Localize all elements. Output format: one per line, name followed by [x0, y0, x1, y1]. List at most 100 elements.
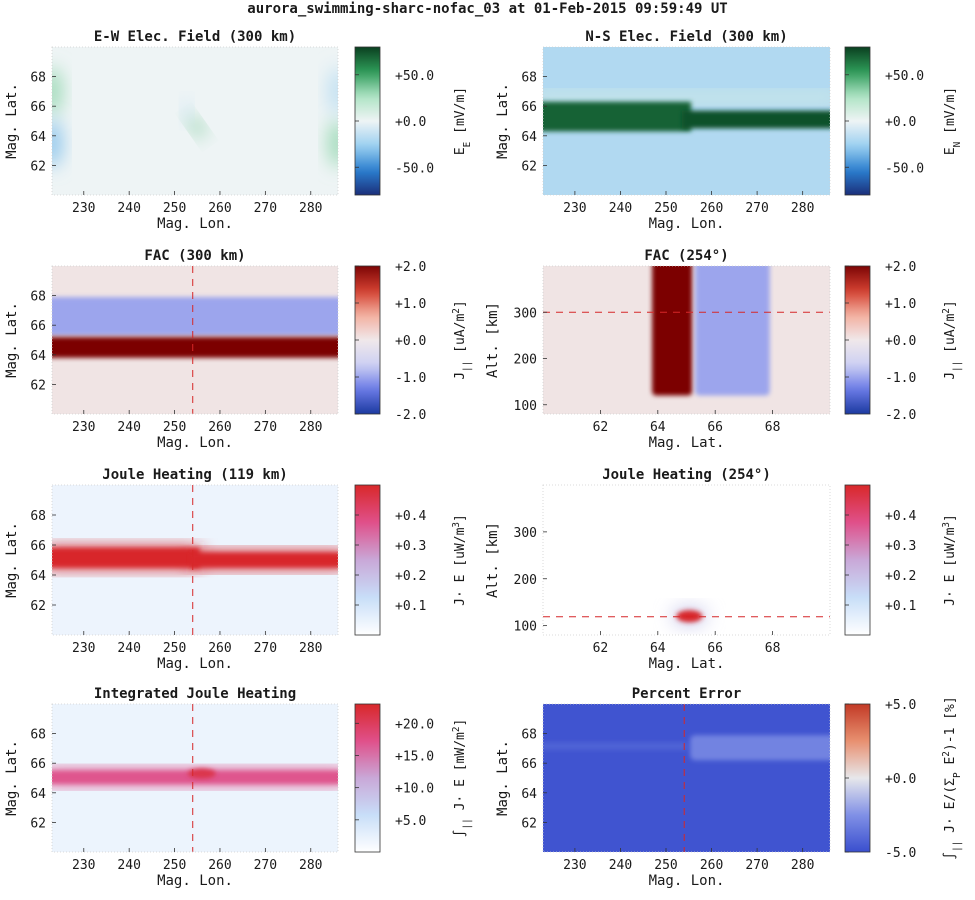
y-tick-label: 62 [30, 159, 46, 174]
x-tick-label: 280 [791, 858, 814, 873]
field-blob [182, 101, 191, 121]
y-tick-label: 62 [30, 599, 46, 614]
x-tick-label: 240 [117, 858, 140, 873]
x-tick-label: 230 [72, 420, 95, 435]
y-axis-label: Alt. [km] [485, 302, 501, 378]
colorbar-tick-label: +0.2 [885, 569, 916, 584]
colorbar-label-part: [uA/m [943, 314, 958, 361]
x-tick-label: 280 [299, 420, 322, 435]
x-tick-label: 260 [208, 858, 231, 873]
x-tick-label: 62 [593, 641, 609, 656]
heatmap [52, 704, 338, 852]
colorbar-label: ∫|| J· E/(ΣP E2)-1 [%] [941, 696, 963, 859]
colorbar-label-part: 2 [941, 308, 952, 314]
error-strip [543, 742, 687, 750]
colorbar-tick-label: +0.0 [885, 334, 916, 349]
colorbar-label-part: ∫ [942, 852, 958, 860]
x-tick-label: 240 [117, 641, 140, 656]
axes-frame [542, 46, 831, 196]
heatmap [52, 266, 338, 414]
y-tick-label: 62 [521, 816, 537, 831]
x-tick-label: 250 [163, 641, 186, 656]
x-tick-label: 230 [563, 201, 586, 216]
field-blob [328, 119, 338, 168]
panel-title: Percent Error [632, 686, 742, 702]
colorbar-label-part: )-1 [%] [943, 696, 958, 751]
x-tick-label: 230 [72, 641, 95, 656]
axes-frame [542, 703, 831, 853]
y-tick-label: 100 [514, 620, 537, 635]
x-tick-label: 230 [72, 201, 95, 216]
colorbar-label: J· E [uW/m3] [941, 514, 959, 606]
current-column [695, 266, 770, 396]
y-tick-label: 64 [521, 130, 537, 145]
colorbar-tick-label: +50.0 [395, 69, 434, 84]
x-tick-label: 230 [72, 858, 95, 873]
colorbar-label-part: 3 [941, 522, 952, 528]
y-tick-label: 64 [30, 130, 46, 145]
colorbar-label-part: J· E/(Σ [943, 778, 958, 841]
y-tick-label: 68 [30, 290, 46, 305]
colorbar-label: J|| [uA/m2] [941, 300, 963, 380]
colorbar-tick-label: -2.0 [395, 408, 426, 423]
colorbar-label-part: ] [453, 719, 468, 727]
field-blob [328, 67, 338, 116]
panel-title: N-S Elec. Field (300 km) [585, 29, 787, 45]
colorbar-tick-label: +2.0 [885, 260, 916, 275]
colorbar-tick-label: +0.4 [885, 509, 916, 524]
colorbar-tick-label: +5.0 [885, 698, 916, 713]
colorbar-label-part: E [453, 147, 468, 155]
x-tick-label: 62 [593, 420, 609, 435]
error-band [690, 735, 830, 761]
field-band [681, 110, 830, 129]
colorbar-label-part: 2 [451, 308, 462, 314]
colorbar-label: J|| [uA/m2] [451, 300, 473, 380]
x-tick-label: 250 [163, 420, 186, 435]
panel-joule-119: Joule Heating (119 km) 230 240 250 260 270 280… [4, 467, 468, 672]
axes-frame [51, 265, 339, 415]
colorbar [354, 484, 381, 636]
colorbar-label: J· E [uW/m3] [451, 514, 469, 606]
colorbar-label-part: || [462, 361, 473, 372]
colorbar-tick-label: +0.0 [885, 772, 916, 787]
x-tick-label: 68 [765, 641, 781, 656]
panel-title: Joule Heating (254°) [602, 467, 771, 483]
x-axis-label: Mag. Lat. [649, 435, 725, 451]
x-tick-label: 260 [208, 201, 231, 216]
x-tick-label: 240 [609, 201, 632, 216]
heatmap [543, 266, 830, 414]
y-tick-label: 66 [521, 757, 537, 772]
colorbar-label-part: || [952, 361, 963, 372]
panel-ns-efield: N-S Elec. Field (300 km) 230 240 250 260 270 2… [495, 29, 963, 232]
axes-frame [542, 484, 831, 636]
heatmap [52, 47, 338, 195]
x-tick-label: 240 [609, 858, 632, 873]
colorbar-tick-label: +0.1 [885, 599, 916, 614]
field-band [543, 92, 830, 102]
panel-ew-efield: E-W Elec. Field (300 km) 230 240 250 260 270 2… [4, 29, 473, 232]
x-tick-label: 280 [299, 201, 322, 216]
colorbar-tick-label: +50.0 [885, 69, 924, 84]
axes-frame [51, 484, 339, 636]
x-tick-label: 260 [700, 201, 723, 216]
colorbar-label: ∫|| J· E [mW/m2] [451, 719, 473, 838]
current-band [52, 297, 338, 336]
colorbar [844, 703, 871, 853]
y-tick-label: 62 [30, 816, 46, 831]
heatmap [52, 485, 338, 635]
x-axis-label: Mag. Lon. [157, 216, 233, 232]
x-axis-label: Mag. Lon. [157, 656, 233, 672]
colorbar-label-part: ] [453, 514, 468, 522]
x-tick-label: 240 [117, 201, 140, 216]
x-axis-label: Mag. Lat. [649, 656, 725, 672]
colorbar-label-part: J· E [uW/m [453, 527, 468, 605]
y-tick-label: 64 [30, 569, 46, 584]
colorbar-label: EN [mV/m] [943, 87, 963, 155]
colorbar-label-part: 2 [941, 751, 952, 757]
x-tick-label: 270 [254, 858, 277, 873]
y-tick-label: 64 [30, 349, 46, 364]
x-tick-label: 230 [563, 858, 586, 873]
colorbar-label-part: [uA/m [453, 314, 468, 361]
colorbar-tick-label: -1.0 [885, 371, 916, 386]
current-band [52, 337, 338, 358]
